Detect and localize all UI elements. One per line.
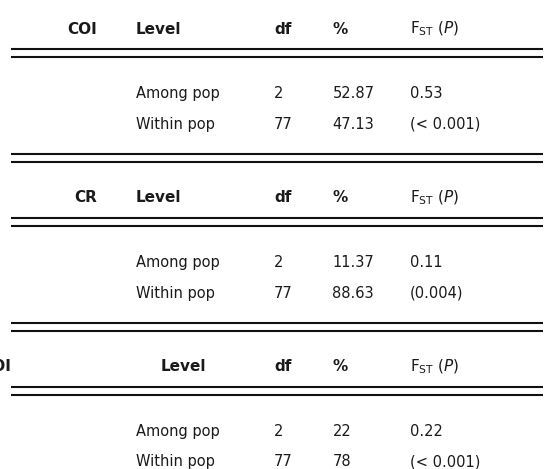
- Text: Level: Level: [136, 22, 181, 37]
- Text: 2: 2: [274, 86, 284, 101]
- Text: Within pop: Within pop: [136, 286, 214, 301]
- Text: 2: 2: [274, 255, 284, 270]
- Text: $\mathsf{F_{ST}}$ $\mathit{(P)}$: $\mathsf{F_{ST}}$ $\mathit{(P)}$: [410, 20, 459, 38]
- Text: Among pop: Among pop: [136, 424, 219, 439]
- Text: $\mathsf{F_{ST}}$ $\mathit{(P)}$: $\mathsf{F_{ST}}$ $\mathit{(P)}$: [410, 357, 459, 376]
- Text: 77: 77: [274, 454, 293, 469]
- Text: 0.11: 0.11: [410, 255, 443, 270]
- Text: Within pop: Within pop: [136, 117, 214, 132]
- Text: %: %: [332, 359, 348, 374]
- Text: (< 0.001): (< 0.001): [410, 117, 480, 132]
- Text: 0.22: 0.22: [410, 424, 443, 439]
- Text: 77: 77: [274, 117, 293, 132]
- Text: 88.63: 88.63: [332, 286, 374, 301]
- Text: Within pop: Within pop: [136, 454, 214, 469]
- Text: COI: COI: [67, 22, 97, 37]
- Text: CR + COI: CR + COI: [0, 359, 11, 374]
- Text: 2: 2: [274, 424, 284, 439]
- Text: 22: 22: [332, 424, 351, 439]
- Text: CR: CR: [74, 190, 97, 205]
- Text: 11.37: 11.37: [332, 255, 374, 270]
- Text: $\mathsf{F_{ST}}$ $\mathit{(P)}$: $\mathsf{F_{ST}}$ $\mathit{(P)}$: [410, 189, 459, 207]
- Text: 0.53: 0.53: [410, 86, 443, 101]
- Text: df: df: [274, 359, 291, 374]
- Text: 52.87: 52.87: [332, 86, 375, 101]
- Text: 47.13: 47.13: [332, 117, 374, 132]
- Text: 77: 77: [274, 286, 293, 301]
- Text: Level: Level: [136, 190, 181, 205]
- Text: %: %: [332, 22, 348, 37]
- Text: Among pop: Among pop: [136, 86, 219, 101]
- Text: df: df: [274, 22, 291, 37]
- Text: %: %: [332, 190, 348, 205]
- Text: 78: 78: [332, 454, 351, 469]
- Text: Level: Level: [161, 359, 206, 374]
- Text: df: df: [274, 190, 291, 205]
- Text: (0.004): (0.004): [410, 286, 464, 301]
- Text: (< 0.001): (< 0.001): [410, 454, 480, 469]
- Text: Among pop: Among pop: [136, 255, 219, 270]
